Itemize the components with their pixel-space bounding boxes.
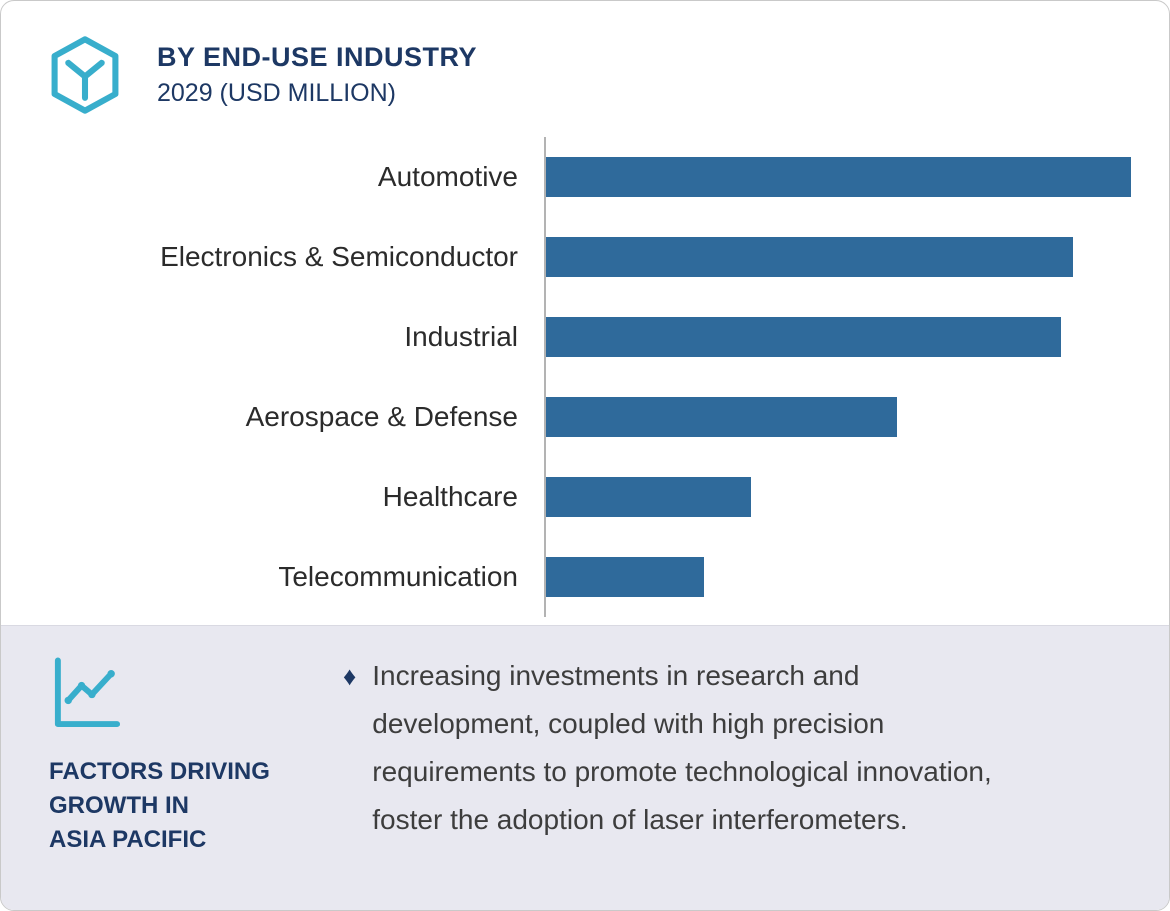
diamond-bullet-icon: ♦ bbox=[343, 661, 357, 691]
bar bbox=[546, 477, 751, 517]
bar-category-label: Aerospace & Defense bbox=[245, 401, 518, 432]
bar-track bbox=[544, 217, 1169, 297]
bar-row: Aerospace & Defense bbox=[1, 377, 1169, 457]
bar-track bbox=[544, 137, 1169, 217]
bar-track bbox=[544, 297, 1169, 377]
bar-category-label: Telecommunication bbox=[278, 561, 518, 592]
bar-category-label: Healthcare bbox=[382, 481, 518, 512]
bar-category-label: Electronics & Semiconductor bbox=[160, 241, 518, 272]
bar-track-inner bbox=[546, 397, 1131, 437]
factors-panel-right: ♦ Increasing investments in research and… bbox=[301, 652, 1032, 910]
factors-heading: FACTORS DRIVING GROWTH IN ASIA PACIFIC bbox=[49, 758, 270, 853]
bar bbox=[546, 237, 1073, 277]
bar-track-inner bbox=[546, 237, 1131, 277]
bar-track bbox=[544, 457, 1169, 537]
bar-row: Industrial bbox=[1, 297, 1169, 377]
bar-row: Automotive bbox=[1, 137, 1169, 217]
bar-track bbox=[544, 537, 1169, 617]
chart-header: BY END-USE INDUSTRY 2029 (USD MILLION) bbox=[1, 1, 1169, 115]
factors-text: Increasing investments in research and d… bbox=[372, 660, 992, 835]
bar-row: Electronics & Semiconductor bbox=[1, 217, 1169, 297]
bar-chart: Automotive Electronics & Semiconductor Ind… bbox=[1, 137, 1169, 617]
bar-category-label: Industrial bbox=[404, 321, 518, 352]
bar-row: Healthcare bbox=[1, 457, 1169, 537]
bar-row: Telecommunication bbox=[1, 537, 1169, 617]
chart-title: BY END-USE INDUSTRY bbox=[157, 42, 478, 72]
hexagon-y-logo-icon bbox=[47, 35, 123, 115]
bar-track-inner bbox=[546, 157, 1131, 197]
bar bbox=[546, 557, 704, 597]
bar-track-inner bbox=[546, 477, 1131, 517]
bar bbox=[546, 317, 1061, 357]
chart-header-text: BY END-USE INDUSTRY 2029 (USD MILLION) bbox=[157, 42, 477, 108]
factors-panel: FACTORS DRIVING GROWTH IN ASIA PACIFIC ♦… bbox=[1, 625, 1169, 910]
bar-category-label: Automotive bbox=[377, 161, 518, 192]
bar-chart-rows: Automotive Electronics & Semiconductor Ind… bbox=[1, 137, 1169, 617]
bar bbox=[546, 157, 1131, 197]
bar bbox=[546, 397, 897, 437]
line-chart-icon bbox=[49, 652, 123, 734]
chart-subtitle: 2029 (USD MILLION) bbox=[157, 79, 396, 107]
bar-track-inner bbox=[546, 317, 1131, 357]
bar-track bbox=[544, 377, 1169, 457]
bar-track-inner bbox=[546, 557, 1131, 597]
factors-panel-left: FACTORS DRIVING GROWTH IN ASIA PACIFIC bbox=[49, 652, 301, 910]
